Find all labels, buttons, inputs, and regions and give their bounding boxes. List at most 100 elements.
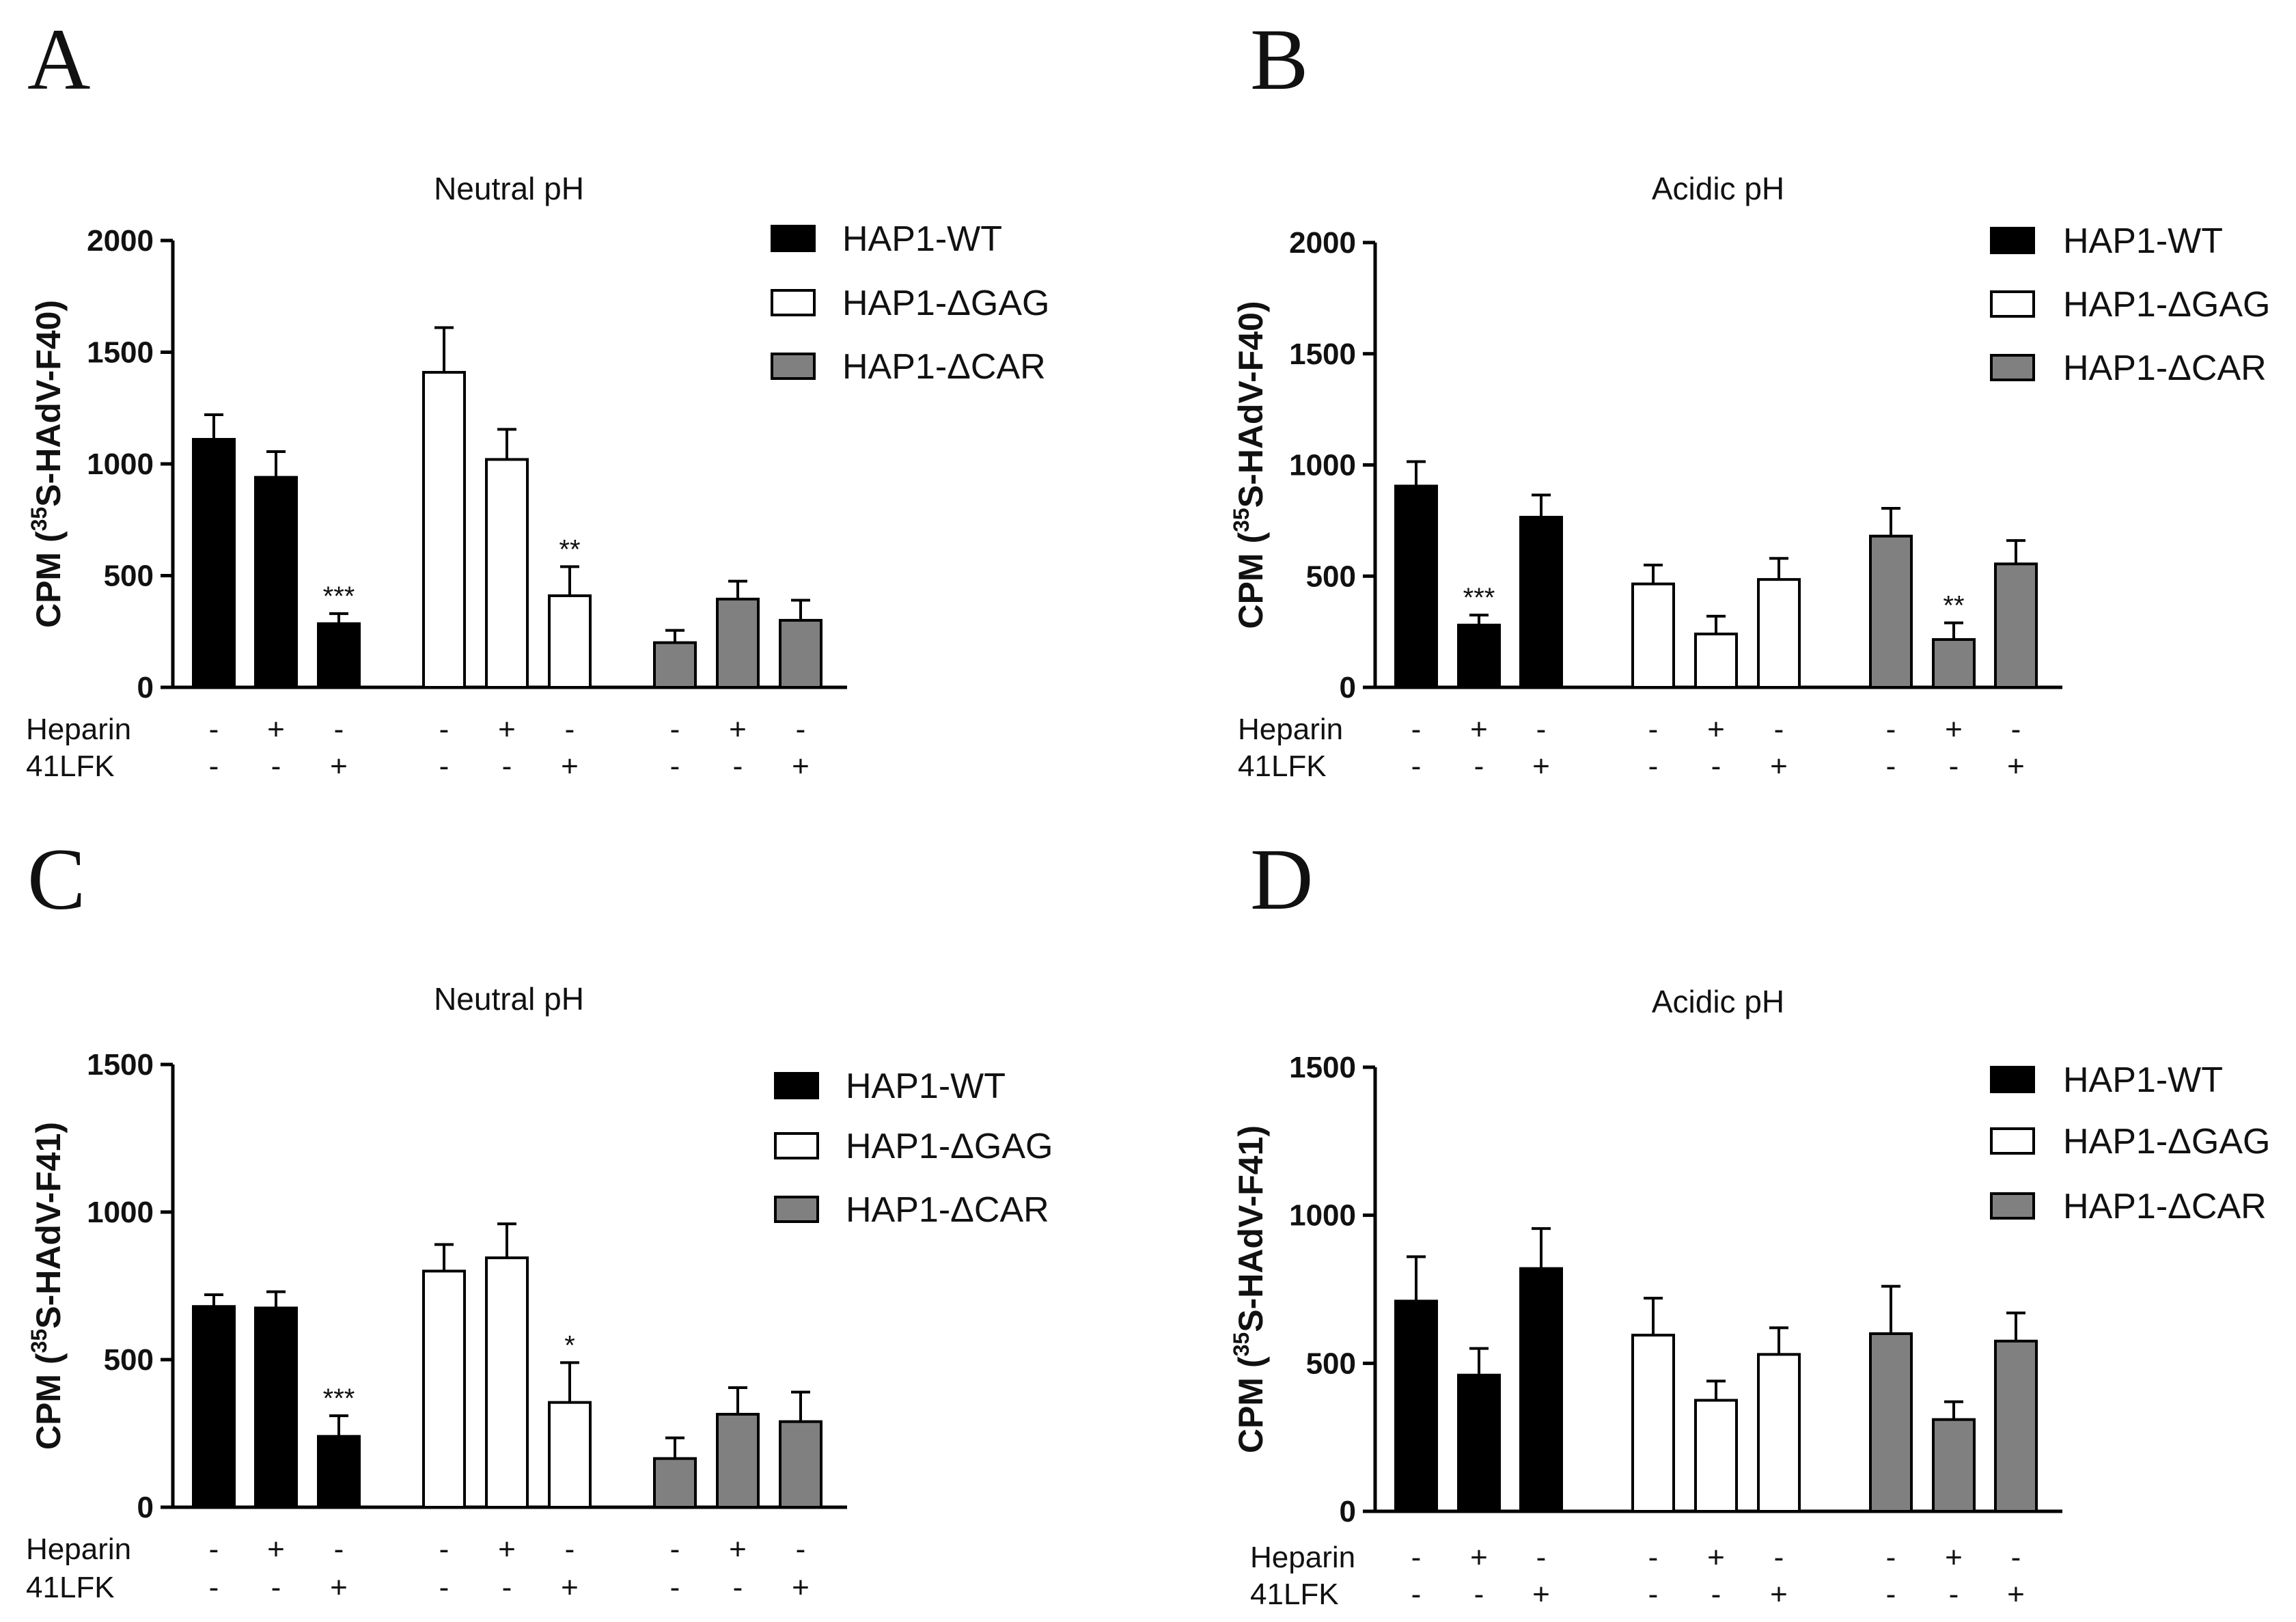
y-axis-label-part: S-HAdV-F40) <box>1232 301 1270 508</box>
heparin-sign: - <box>670 713 680 746</box>
y-tick-label: 0 <box>1340 1495 1356 1528</box>
chart-title: Acidic pH <box>1652 171 1784 206</box>
bar-wt <box>192 1305 236 1509</box>
lfk-sign: - <box>1886 750 1896 783</box>
lfk-sign: - <box>271 1571 281 1604</box>
legend-label: HAP1-ΔCAR <box>2063 1187 2267 1226</box>
legend-swatch <box>1990 1066 2035 1093</box>
legend-label: HAP1-ΔGAG <box>2063 1122 2270 1161</box>
y-axis-label: CPM (35S-HAdV-F40) <box>27 300 68 628</box>
lfk-sign: + <box>561 1571 579 1604</box>
bar-gag <box>1757 578 1801 689</box>
bar-car <box>653 1457 697 1509</box>
y-tick-label: 1500 <box>87 336 154 370</box>
y-axis-label-part: S-HAdV-F40) <box>29 300 68 507</box>
heparin-sign: + <box>498 713 516 746</box>
heparin-sign: + <box>1945 1541 1963 1574</box>
bar-car <box>716 1412 760 1509</box>
heparin-sign: - <box>1774 1541 1784 1574</box>
lfk-sign: - <box>1949 750 1959 783</box>
bar-gag <box>1694 632 1738 689</box>
heparin-sign: + <box>267 1532 285 1566</box>
lfk-sign: + <box>330 750 348 783</box>
legend-label: HAP1-ΔCAR <box>842 347 1046 387</box>
lfk-sign: + <box>792 750 810 783</box>
heparin-sign: + <box>498 1532 516 1566</box>
y-axis-label: CPM (35S-HAdV-F41) <box>1229 1125 1270 1453</box>
legend-label: HAP1-ΔCAR <box>846 1190 1049 1230</box>
heparin-sign: - <box>565 1532 575 1566</box>
heparin-sign: - <box>209 1532 219 1566</box>
heparin-sign: - <box>439 713 449 746</box>
y-axis-label: CPM (35S-HAdV-F41) <box>27 1122 68 1450</box>
lfk-row-label: 41LFK <box>26 1571 115 1604</box>
bar-gag <box>422 370 466 689</box>
legend-swatch <box>771 225 816 252</box>
panel-d: D Acidic pH 0 500 1000 1500 CPM (35S-HAdV-F41)… <box>1229 831 2270 1611</box>
chart-title: Neutral pH <box>434 981 584 1017</box>
heparin-sign: + <box>1470 1541 1488 1574</box>
legend-label: HAP1-ΔCAR <box>2063 348 2267 388</box>
panel-a: A Neutral pH 0 500 1000 1500 2000 CPM (35S-HAdV… <box>26 11 1049 783</box>
significance-marker: *** <box>323 1384 355 1414</box>
panel-b: B Acidic pH 0 500 1000 1500 2000 CPM (35S-HAdV-… <box>1229 11 2270 783</box>
bar-wt <box>1519 515 1563 689</box>
lfk-sign: + <box>1770 750 1788 783</box>
lfk-sign: - <box>670 750 680 783</box>
y-axis-label-part: CPM ( <box>1232 1356 1270 1453</box>
y-tick-label: 0 <box>137 1491 154 1524</box>
bar-car <box>1932 638 1976 689</box>
bar-car <box>1869 534 1913 689</box>
heparin-row-label: Heparin <box>1250 1541 1355 1574</box>
bar-wt <box>317 1435 361 1509</box>
heparin-sign: + <box>1470 713 1488 746</box>
bar-car <box>779 618 822 689</box>
significance-marker: * <box>564 1330 575 1360</box>
bar-gag <box>485 1256 529 1509</box>
lfk-sign: - <box>1949 1578 1959 1611</box>
lfk-sign: - <box>1474 1578 1484 1611</box>
heparin-sign: - <box>439 1532 449 1566</box>
heparin-sign: - <box>796 1532 806 1566</box>
bar-car <box>653 641 697 689</box>
lfk-sign: - <box>439 750 449 783</box>
legend-swatch <box>1990 354 2035 381</box>
heparin-sign: - <box>565 713 575 746</box>
chart-title: Acidic pH <box>1652 984 1784 1019</box>
legend-label: HAP1-WT <box>2063 1060 2223 1100</box>
y-tick-label: 1000 <box>1289 449 1356 482</box>
lfk-sign: - <box>502 750 512 783</box>
lfk-sign: - <box>733 1571 743 1604</box>
chart-title: Neutral pH <box>434 171 584 206</box>
panel-c: C Neutral pH 0 500 1000 1500 CPM (35S-HAdV-F41… <box>26 831 1053 1604</box>
legend-label: HAP1-ΔGAG <box>2063 285 2270 325</box>
heparin-sign: - <box>334 713 344 746</box>
legend-label: HAP1-WT <box>846 1067 1006 1106</box>
heparin-sign: - <box>1886 713 1896 746</box>
bar-wt <box>1519 1267 1563 1513</box>
lfk-sign: - <box>502 1571 512 1604</box>
bar-wt <box>317 622 361 689</box>
lfk-sign: + <box>330 1571 348 1604</box>
y-tick-label: 2000 <box>1289 226 1356 260</box>
lfk-row-label: 41LFK <box>26 750 115 783</box>
lfk-sign: - <box>670 1571 680 1604</box>
y-tick-label: 500 <box>1306 560 1356 593</box>
heparin-sign: + <box>1945 713 1963 746</box>
y-axis-label: CPM (35S-HAdV-F40) <box>1229 301 1270 629</box>
legend-label: HAP1-ΔGAG <box>846 1127 1053 1166</box>
bar-wt <box>1394 1300 1438 1513</box>
bar-gag <box>1757 1353 1801 1513</box>
y-axis-label-superscript: 35 <box>1229 508 1254 532</box>
bar-wt <box>254 1306 298 1509</box>
y-tick-label: 2000 <box>87 224 154 258</box>
bar-car <box>1869 1332 1913 1513</box>
heparin-sign: - <box>1536 1541 1547 1574</box>
y-axis-label-superscript: 35 <box>1229 1332 1254 1357</box>
heparin-row-label: Heparin <box>26 1532 131 1566</box>
legend-label: HAP1-WT <box>2063 221 2223 261</box>
heparin-sign: + <box>729 713 747 746</box>
heparin-sign: - <box>2011 1541 2021 1574</box>
lfk-sign: - <box>1886 1578 1896 1611</box>
